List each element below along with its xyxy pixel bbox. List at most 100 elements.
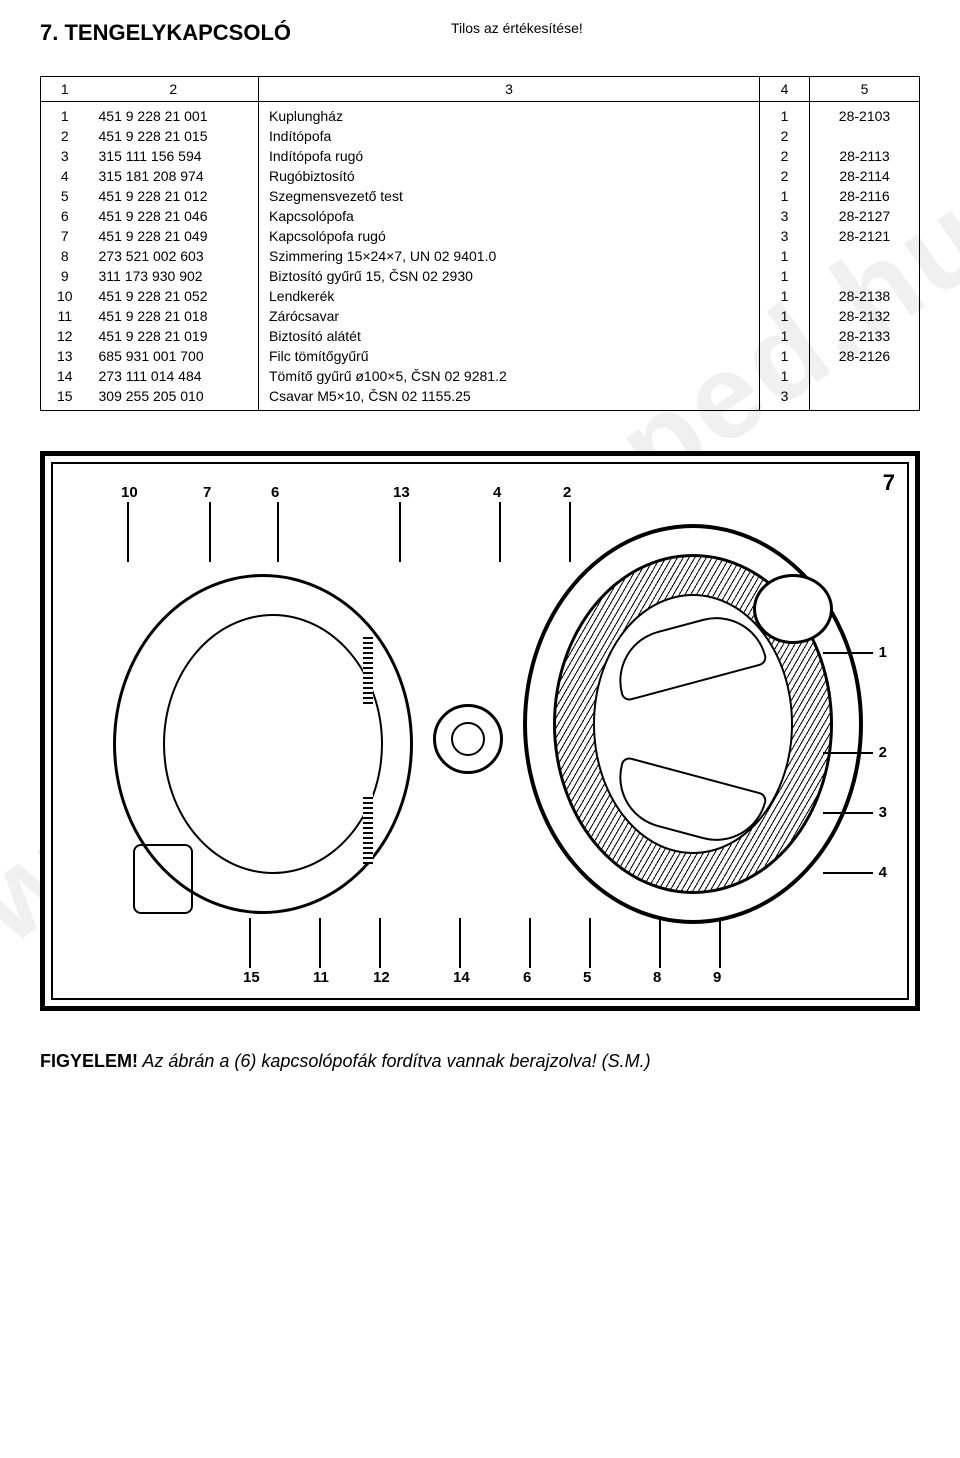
- footer-note: FIGYELEM! Az ábrán a (6) kapcsolópofák f…: [40, 1051, 920, 1072]
- cell-idx: 12: [41, 326, 89, 346]
- cell-ref: [810, 366, 920, 386]
- callout-7: 7: [203, 484, 211, 501]
- col-header-1: 1: [41, 77, 89, 102]
- cell-partno: 315 181 208 974: [89, 166, 259, 186]
- callout-2: 2: [879, 744, 887, 761]
- cell-name: Csavar M5×10, ČSN 02 1155.25: [259, 386, 760, 411]
- cell-name: Indítópofa: [259, 126, 760, 146]
- cell-ref: 28-2103: [810, 102, 920, 127]
- cell-ref: 28-2126: [810, 346, 920, 366]
- col-header-5: 5: [810, 77, 920, 102]
- cell-partno: 309 255 205 010: [89, 386, 259, 411]
- callout-4: 4: [879, 864, 887, 881]
- cell-idx: 11: [41, 306, 89, 326]
- table-row: 14273 111 014 484Tömítő gyűrű ø100×5, ČS…: [41, 366, 920, 386]
- table-row: 7451 9 228 21 049Kapcsolópofa rugó328-21…: [41, 226, 920, 246]
- table-row: 5451 9 228 21 012Szegmensvezető test128-…: [41, 186, 920, 206]
- callout-6: 6: [271, 484, 279, 501]
- hub-boss: [133, 844, 193, 914]
- callout-5: 5: [583, 969, 591, 986]
- cell-ref: 28-2133: [810, 326, 920, 346]
- cell-idx: 3: [41, 146, 89, 166]
- col-header-3: 3: [259, 77, 760, 102]
- clutch-drum-inner: [163, 614, 383, 874]
- cell-qty: 2: [760, 126, 810, 146]
- cell-name: Zárócsavar: [259, 306, 760, 326]
- diagram-inner-frame: 7 107613421511121465891234: [51, 462, 909, 1000]
- figure-number: 7: [883, 470, 895, 496]
- cell-idx: 4: [41, 166, 89, 186]
- cell-name: Tömítő gyűrű ø100×5, ČSN 02 9281.2: [259, 366, 760, 386]
- callout-12: 12: [373, 969, 390, 986]
- cell-idx: 13: [41, 346, 89, 366]
- table-row: 11451 9 228 21 018Zárócsavar128-2132: [41, 306, 920, 326]
- table-row: 4315 181 208 974Rugóbiztosító228-2114: [41, 166, 920, 186]
- cell-idx: 15: [41, 386, 89, 411]
- cell-qty: 1: [760, 346, 810, 366]
- cell-partno: 451 9 228 21 049: [89, 226, 259, 246]
- cell-idx: 10: [41, 286, 89, 306]
- cell-partno: 311 173 930 902: [89, 266, 259, 286]
- callout-15: 15: [243, 969, 260, 986]
- table-header-row: 1 2 3 4 5: [41, 77, 920, 102]
- table-row: 8273 521 002 603Szimmering 15×24×7, UN 0…: [41, 246, 920, 266]
- table-row: 6451 9 228 21 046Kapcsolópofa328-2127: [41, 206, 920, 226]
- cell-ref: [810, 126, 920, 146]
- callout-1: 1: [879, 644, 887, 661]
- cell-qty: 1: [760, 246, 810, 266]
- cell-ref: 28-2114: [810, 166, 920, 186]
- cell-idx: 14: [41, 366, 89, 386]
- cell-ref: 28-2132: [810, 306, 920, 326]
- callout-9: 9: [713, 969, 721, 986]
- cell-ref: 28-2138: [810, 286, 920, 306]
- cell-ref: [810, 266, 920, 286]
- cell-idx: 1: [41, 102, 89, 127]
- cell-qty: 1: [760, 366, 810, 386]
- cell-qty: 1: [760, 326, 810, 346]
- footer-lead: FIGYELEM!: [40, 1051, 138, 1071]
- cell-partno: 273 521 002 603: [89, 246, 259, 266]
- cell-name: Indítópofa rugó: [259, 146, 760, 166]
- cell-partno: 451 9 228 21 052: [89, 286, 259, 306]
- table-row: 12451 9 228 21 019Biztosító alátét128-21…: [41, 326, 920, 346]
- exploded-diagram: 7 107613421511121465891234: [40, 451, 920, 1011]
- callout-10: 10: [121, 484, 138, 501]
- cell-idx: 5: [41, 186, 89, 206]
- cell-ref: [810, 246, 920, 266]
- cell-ref: [810, 386, 920, 411]
- cell-qty: 3: [760, 206, 810, 226]
- table-row: 15309 255 205 010Csavar M5×10, ČSN 02 11…: [41, 386, 920, 411]
- cell-name: Lendkerék: [259, 286, 760, 306]
- col-header-2: 2: [89, 77, 259, 102]
- cell-partno: 273 111 014 484: [89, 366, 259, 386]
- cell-idx: 2: [41, 126, 89, 146]
- cell-qty: 1: [760, 186, 810, 206]
- table-row: 1451 9 228 21 001Kuplungház128-2103: [41, 102, 920, 127]
- cell-ref: 28-2116: [810, 186, 920, 206]
- cell-qty: 1: [760, 266, 810, 286]
- callout-13: 13: [393, 484, 410, 501]
- cell-ref: 28-2121: [810, 226, 920, 246]
- cell-partno: 315 111 156 594: [89, 146, 259, 166]
- cell-name: Kuplungház: [259, 102, 760, 127]
- cell-name: Biztosító alátét: [259, 326, 760, 346]
- parts-table: 1 2 3 4 5 1451 9 228 21 001Kuplungház128…: [40, 76, 920, 411]
- table-row: 3315 111 156 594Indítópofa rugó228-2113: [41, 146, 920, 166]
- table-row: 2451 9 228 21 015Indítópofa2: [41, 126, 920, 146]
- col-header-4: 4: [760, 77, 810, 102]
- table-row: 9311 173 930 902Biztosító gyűrű 15, ČSN …: [41, 266, 920, 286]
- cell-idx: 9: [41, 266, 89, 286]
- cell-idx: 8: [41, 246, 89, 266]
- sale-notice: Tilos az értékesítése!: [451, 20, 583, 36]
- cell-partno: 451 9 228 21 019: [89, 326, 259, 346]
- callout-3: 3: [879, 804, 887, 821]
- callout-2: 2: [563, 484, 571, 501]
- cell-ref: 28-2127: [810, 206, 920, 226]
- spring-2: [363, 794, 373, 864]
- footer-body: Az ábrán a (6) kapcsolópofák fordítva va…: [138, 1051, 651, 1071]
- section-title: 7. TENGELYKAPCSOLÓ: [40, 20, 291, 46]
- cell-partno: 451 9 228 21 012: [89, 186, 259, 206]
- callout-11: 11: [313, 969, 329, 986]
- cell-qty: 2: [760, 166, 810, 186]
- cell-qty: 3: [760, 226, 810, 246]
